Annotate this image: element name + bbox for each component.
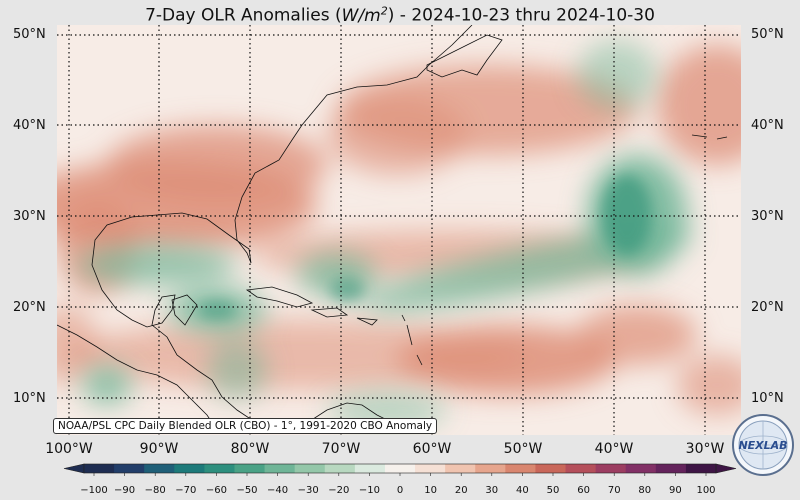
lat-label-left: 20°N	[13, 300, 46, 315]
lat-label-left: 30°N	[13, 209, 46, 224]
lon-label: 60°W	[412, 441, 452, 457]
colorbar-tick-label: −100	[80, 485, 107, 496]
colorbar-cell	[114, 464, 145, 473]
colorbar-cell	[174, 464, 205, 473]
colorbar-cell	[505, 464, 536, 473]
lon-label: 40°W	[594, 441, 634, 457]
data-source-credit: NOAA/PSL CPC Daily Blended OLR (CBO) - 1…	[53, 418, 438, 434]
colorbar-tick-label: −20	[328, 485, 349, 496]
colorbar-tick-label: 100	[696, 485, 715, 496]
colorbar-tick-label: −90	[114, 485, 135, 496]
colorbar-cell	[384, 464, 416, 473]
lat-label-right: 10°N	[751, 391, 784, 406]
colorbar-tick-label: −80	[145, 485, 166, 496]
colorbar-cell	[234, 464, 266, 473]
olr-anomaly-map	[57, 25, 741, 435]
colorbar-cell	[204, 464, 235, 473]
colorbar-cell	[84, 464, 115, 473]
colorbar-extend-high	[715, 463, 737, 474]
lon-label: 100°W	[45, 441, 93, 457]
positive-anomaly-fields	[57, 45, 741, 415]
map-canvas	[57, 25, 741, 435]
colorbar: −100 −90 −80 −70 −60 −50 −40 −30 −20 −10 0 10 20 30 40…	[63, 463, 737, 496]
colorbar-tick-label: 20	[455, 485, 468, 496]
colorbar-cell	[625, 464, 657, 473]
lat-label-right: 30°N	[751, 209, 784, 224]
strong-negative-anomaly-fields	[197, 175, 652, 320]
colorbar-cell	[354, 464, 386, 473]
colorbar-tick-label: 30	[485, 485, 498, 496]
colorbar-tick-label: 10	[424, 485, 437, 496]
colorbar-tick-label: 0	[397, 485, 403, 496]
lat-label-left: 10°N	[13, 391, 46, 406]
colorbar-cell	[595, 464, 627, 473]
colorbar-cell	[144, 464, 175, 473]
colorbar-tick-label: −40	[267, 485, 288, 496]
lon-label: 30°W	[685, 441, 725, 457]
lon-label: 50°W	[503, 441, 543, 457]
map-title: 7-Day OLR Anomalies (W/m2) - 2024-10-23 …	[145, 4, 655, 26]
negative-anomaly-fields	[77, 40, 694, 428]
svg-text:NEXLAB: NEXLAB	[738, 439, 787, 452]
lat-label-right: 20°N	[751, 300, 784, 315]
colorbar-tick-label: 60	[577, 485, 590, 496]
colorbar-cell	[475, 464, 506, 473]
lon-label: 90°W	[139, 441, 179, 457]
colorbar-tick-label: 90	[669, 485, 682, 496]
colorbar-tick-label: −60	[206, 485, 227, 496]
colorbar-cell	[535, 464, 567, 473]
lon-label: 80°W	[230, 441, 270, 457]
colorbar-cell	[565, 464, 597, 473]
colorbar-tick-label: 40	[516, 485, 529, 496]
colorbar-tick-label: 50	[547, 485, 560, 496]
lon-label: 70°W	[321, 441, 361, 457]
graticule	[57, 25, 741, 435]
colorbar-cell	[685, 464, 717, 473]
colorbar-tick-label: −70	[175, 485, 196, 496]
colorbar-tick-label: 80	[638, 485, 651, 496]
colorbar-cell	[294, 464, 326, 473]
lat-label-left: 40°N	[13, 118, 46, 133]
colorbar-tick-label: −10	[359, 485, 380, 496]
lat-label-right: 40°N	[751, 118, 784, 133]
colorbar-cell	[415, 464, 446, 473]
colorbar-extend-low	[63, 463, 85, 474]
colorbar-cell	[445, 464, 476, 473]
lat-label-left: 50°N	[13, 27, 46, 42]
colorbar-cells	[63, 463, 737, 474]
colorbar-tick-label: 70	[608, 485, 621, 496]
colorbar-tick-label: −50	[236, 485, 257, 496]
colorbar-cell	[324, 464, 356, 473]
colorbar-ticks: −100 −90 −80 −70 −60 −50 −40 −30 −20 −10 0 10 20 30 40…	[80, 473, 716, 496]
nexlab-logo: NEXLAB	[732, 414, 794, 476]
colorbar-tick-label: −30	[298, 485, 319, 496]
lat-label-right: 50°N	[751, 27, 784, 42]
colorbar-cell	[655, 464, 687, 473]
colorbar-cell	[264, 464, 296, 473]
